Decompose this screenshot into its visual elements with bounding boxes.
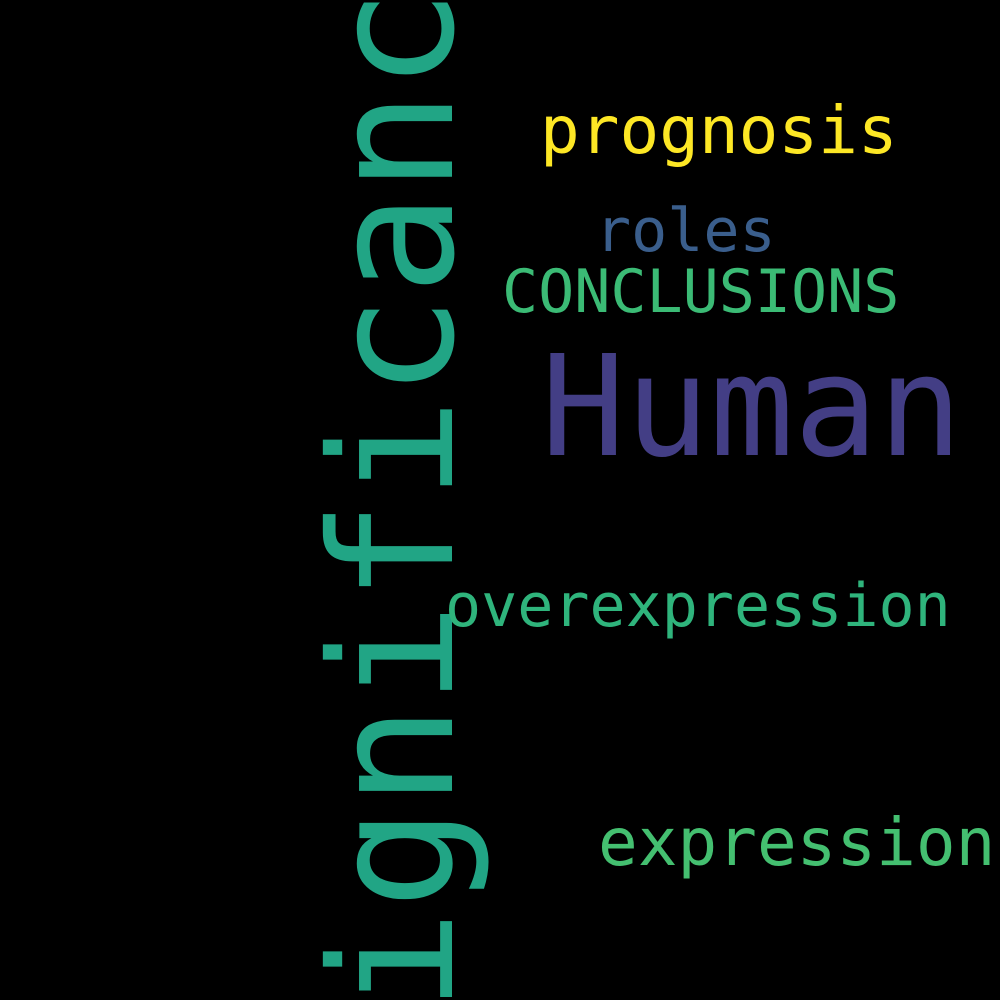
word-human: Human [541, 326, 963, 489]
word-overexpression: overexpression [445, 571, 951, 641]
word-roles: roles [595, 196, 776, 266]
word-significance: Significance [295, 0, 493, 1000]
word-conclusions: CONCLUSIONS [502, 257, 900, 327]
word-expression: expression [598, 804, 996, 881]
word-prognosis: prognosis [540, 92, 898, 169]
